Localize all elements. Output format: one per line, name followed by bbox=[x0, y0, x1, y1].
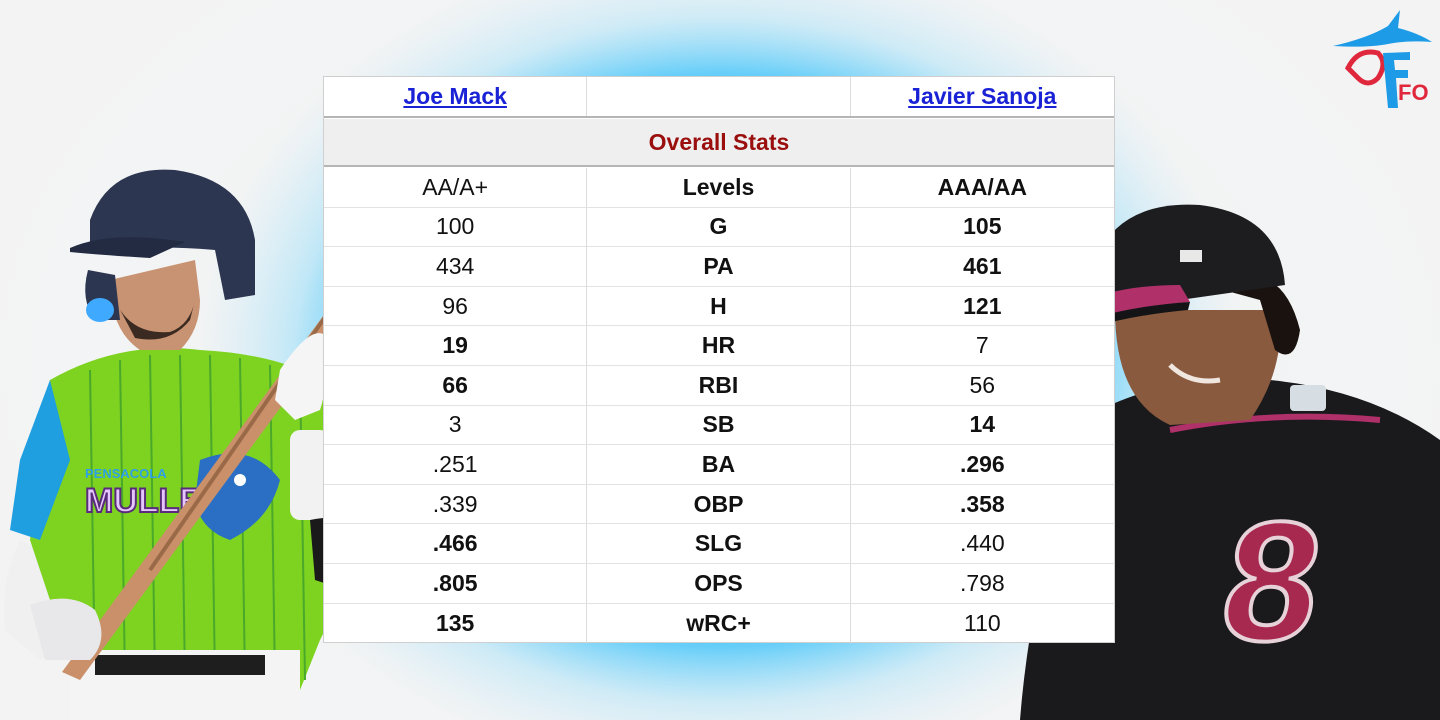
stat-value-left: .251 bbox=[324, 445, 588, 484]
stat-label: OPS bbox=[587, 564, 851, 603]
stat-value-right: 14 bbox=[969, 411, 996, 438]
stat-value-left: AA/A+ bbox=[324, 168, 588, 207]
table-row: .805 OPS .798 bbox=[324, 564, 1114, 604]
header-cell-right: Javier Sanoja bbox=[851, 77, 1114, 116]
stat-value-left: 135 bbox=[324, 603, 588, 644]
table-row: .466 SLG .440 bbox=[324, 524, 1114, 564]
svg-text:PENSACOLA: PENSACOLA bbox=[85, 466, 167, 481]
stat-label: wRC+ bbox=[587, 603, 851, 644]
table-row: 19 HR 7 bbox=[324, 326, 1114, 366]
stat-value-right: .296 bbox=[959, 450, 1005, 477]
svg-text:FO: FO bbox=[1398, 80, 1429, 105]
player-link-javier-sanoja[interactable]: Javier Sanoja bbox=[908, 83, 1057, 109]
stat-value-right: .798 bbox=[959, 569, 1005, 596]
table-row: 96 H 121 bbox=[324, 286, 1114, 327]
stat-value-right: 121 bbox=[963, 292, 1002, 319]
table-row: .251 BA .296 bbox=[324, 445, 1114, 485]
section-header-row: Overall Stats bbox=[324, 119, 1114, 167]
stat-value-right: .358 bbox=[959, 490, 1005, 517]
stat-value-left: .339 bbox=[324, 484, 588, 524]
section-title: Overall Stats bbox=[648, 128, 790, 155]
stats-comparison-table: Joe Mack Javier Sanoja Overall Stats AA/… bbox=[323, 76, 1115, 644]
stat-label: H bbox=[587, 286, 851, 326]
table-row: .339 OBP .358 bbox=[324, 484, 1114, 525]
header-cell-middle bbox=[587, 77, 851, 116]
stat-value-left: .466 bbox=[324, 524, 588, 563]
stat-value-left: 19 bbox=[324, 326, 588, 365]
stat-value-left: .805 bbox=[324, 564, 588, 603]
table-header-row: Joe Mack Javier Sanoja bbox=[324, 77, 1114, 118]
stat-label: OBP bbox=[587, 484, 851, 524]
stat-value-right: 56 bbox=[969, 371, 996, 398]
stat-value-left: 96 bbox=[324, 286, 588, 326]
stat-value-right: 7 bbox=[975, 332, 989, 359]
table-row: 66 RBI 56 bbox=[324, 366, 1114, 406]
stat-label: Levels bbox=[587, 168, 851, 207]
player-link-joe-mack[interactable]: Joe Mack bbox=[403, 83, 507, 109]
player-photo-left: PENSACOLA MULLETS bbox=[4, 169, 385, 720]
stat-label: HR bbox=[587, 326, 851, 365]
stat-value-right: .440 bbox=[959, 530, 1005, 557]
stat-value-left: 3 bbox=[324, 405, 588, 445]
player-photo-right: 8 bbox=[1020, 204, 1440, 720]
stat-label: BA bbox=[587, 445, 851, 484]
stat-value-right: AAA/AA bbox=[937, 173, 1028, 200]
stat-value-right: 110 bbox=[963, 609, 1001, 636]
stat-label: PA bbox=[587, 247, 851, 286]
stat-value-right: 105 bbox=[963, 213, 1002, 240]
table-row: 434 PA 461 bbox=[324, 247, 1114, 287]
header-cell-left: Joe Mack bbox=[324, 77, 588, 116]
stat-value-left: 434 bbox=[324, 247, 588, 286]
stat-label: SLG bbox=[587, 524, 851, 563]
stat-label: RBI bbox=[587, 366, 851, 405]
stat-value-left: 66 bbox=[324, 366, 588, 405]
table-row: 3 SB 14 bbox=[324, 405, 1114, 446]
table-row: 135 wRC+ 110 bbox=[324, 603, 1114, 644]
table-row: 100 G 105 bbox=[324, 207, 1114, 248]
stat-label: G bbox=[587, 207, 851, 247]
stat-label: SB bbox=[587, 405, 851, 445]
stat-value-left: 100 bbox=[324, 207, 588, 247]
site-logo: FO bbox=[1333, 10, 1432, 108]
table-row: AA/A+ Levels AAA/AA bbox=[324, 168, 1114, 208]
stat-value-right: 461 bbox=[963, 252, 1002, 279]
